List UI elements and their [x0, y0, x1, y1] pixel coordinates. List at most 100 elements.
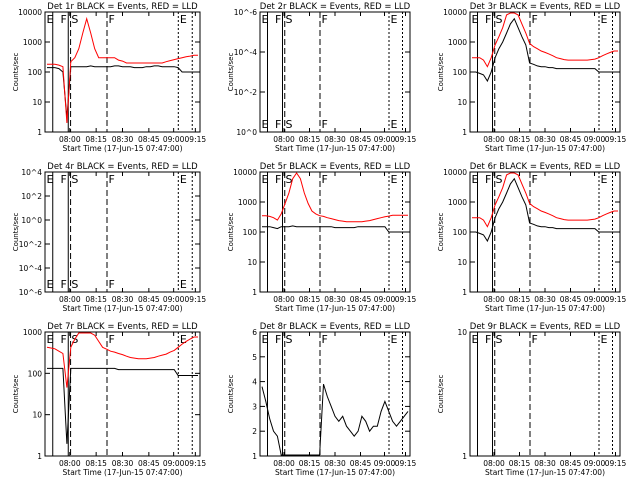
x-tick-label: 08:00: [273, 295, 295, 304]
x-tick-label: 08:15: [299, 459, 321, 468]
marker-label-top: E: [47, 173, 54, 186]
x-axis-label: Start Time (17-Jun-15 07:47:00): [63, 468, 183, 477]
y-tick-label: 10^0: [236, 128, 257, 137]
marker-label-bottom: F: [275, 118, 281, 131]
marker-label-top: E: [391, 173, 398, 186]
y-tick-label: 10^4: [21, 168, 42, 177]
panel-det-8: Det 8r BLACK = Events, RED = LLD 1 2 3 4 5 6 08…: [227, 322, 417, 477]
x-axis-label: Start Time (17-Jun-15 07:47:00): [275, 144, 395, 153]
series-events: [472, 177, 618, 243]
panel-title: Det 9r BLACK = Events, RED = LLD: [470, 322, 621, 332]
y-axis-label: Counts/sec: [12, 213, 20, 252]
y-axis-label: Counts/sec: [437, 375, 445, 414]
x-tick-label: 08:30: [112, 135, 134, 144]
marker-label-top: E: [601, 173, 608, 186]
x-tick-label: 09:15: [605, 459, 627, 468]
series-lld: [47, 16, 198, 124]
y-tick-label: 10^-4: [19, 264, 43, 273]
y-axis-label: Counts/sec: [12, 53, 20, 92]
x-tick-label: 09:15: [185, 459, 207, 468]
x-tick-label: 08:15: [509, 459, 531, 468]
panel-det-6: Det 6r BLACK = Events, RED = LLD 1 10 100 10…: [437, 162, 627, 313]
x-tick-label: 08:30: [112, 459, 134, 468]
x-tick-label: 09:00: [374, 135, 396, 144]
x-tick-label: 08:45: [138, 295, 160, 304]
series-events: [47, 65, 198, 118]
marker-label-top: F: [532, 333, 538, 346]
marker-label-top: F: [532, 173, 538, 186]
y-tick-label: 1: [462, 452, 467, 461]
marker-label-top: E: [262, 173, 269, 186]
marker-label-top: F: [485, 173, 491, 186]
panel-det-9: Det 9r BLACK = Events, RED = LLD 1 10 08:00…: [437, 322, 627, 477]
x-tick-label: 08:30: [112, 295, 134, 304]
x-tick-label: 08:00: [483, 295, 505, 304]
marker-label-bottom: F: [61, 278, 67, 291]
y-tick-label: 1000: [238, 198, 257, 207]
marker-label-top: E: [47, 333, 54, 346]
marker-label-top: E: [180, 333, 187, 346]
marker-label-top: F: [532, 13, 538, 26]
y-axis-label: Counts/sec: [437, 213, 445, 252]
y-tick-label: 10000: [18, 8, 42, 17]
x-axis-label: Start Time (17-Jun-15 07:47:00): [485, 144, 605, 153]
x-tick-label: 08:45: [560, 295, 582, 304]
x-tick-label: 08:45: [138, 459, 160, 468]
panel-det-7: Det 7r BLACK = Events, RED = LLD 1 10 100 10…: [12, 322, 206, 477]
marker-label-top: F: [485, 333, 491, 346]
series-lld: [262, 172, 408, 223]
x-tick-label: 08:15: [85, 459, 107, 468]
x-tick-label: 09:00: [163, 135, 185, 144]
marker-label-top: E: [472, 173, 479, 186]
x-tick-label: 08:15: [299, 295, 321, 304]
x-tick-label: 08:30: [324, 295, 346, 304]
panel-title: Det 2r BLACK = Events, RED = LLD: [260, 2, 411, 12]
x-axis-label: Start Time (17-Jun-15 07:47:00): [275, 304, 395, 313]
x-tick-label: 08:00: [59, 135, 81, 144]
x-tick-label: 08:15: [85, 135, 107, 144]
x-tick-label: 08:00: [483, 135, 505, 144]
marker-label-top: F: [275, 13, 281, 26]
y-tick-label: 1000: [23, 328, 42, 337]
marker-label-top: F: [61, 13, 67, 26]
y-tick-label: 10^0: [21, 216, 42, 225]
marker-label-top: F: [322, 13, 328, 26]
marker-label-top: E: [391, 13, 398, 26]
x-tick-label: 08:15: [509, 135, 531, 144]
x-axis-label: Start Time (17-Jun-15 07:47:00): [63, 304, 183, 313]
x-axis-label: Start Time (17-Jun-15 07:47:00): [485, 468, 605, 477]
y-tick-label: 100: [243, 228, 258, 237]
x-tick-label: 09:15: [395, 135, 417, 144]
marker-label-top: F: [109, 173, 115, 186]
marker-label-top: S: [496, 333, 503, 346]
marker-label-top: E: [472, 13, 479, 26]
x-tick-label: 08:00: [483, 459, 505, 468]
panel-det-2: Det 2r BLACK = Events, RED = LLD 10^0 10^-…: [227, 2, 417, 153]
x-tick-label: 09:15: [395, 459, 417, 468]
y-axis-label: Counts/sec: [437, 53, 445, 92]
x-tick-label: 08:45: [350, 135, 372, 144]
x-tick-label: 08:45: [560, 459, 582, 468]
x-tick-label: 08:45: [138, 135, 160, 144]
marker-label-top: E: [601, 13, 608, 26]
y-tick-label: 100: [453, 68, 468, 77]
y-tick-label: 10^-4: [234, 48, 258, 57]
marker-label-top: E: [262, 13, 269, 26]
marker-label-top: E: [47, 13, 54, 26]
panel-det-3: Det 3r BLACK = Events, RED = LLD 1 10 100 10…: [437, 2, 627, 153]
x-axis-label: Start Time (17-Jun-15 07:47:00): [275, 468, 395, 477]
x-tick-label: 08:30: [534, 135, 556, 144]
x-tick-label: 08:15: [85, 295, 107, 304]
x-axis-label: Start Time (17-Jun-15 07:47:00): [485, 304, 605, 313]
x-tick-label: 08:00: [59, 459, 81, 468]
marker-label-top: F: [61, 333, 67, 346]
x-tick-label: 08:45: [350, 295, 372, 304]
marker-label-top: E: [391, 333, 398, 346]
marker-label-top: F: [275, 333, 281, 346]
y-tick-label: 10^-2: [234, 88, 258, 97]
y-axis-label: Counts/sec: [227, 213, 235, 252]
marker-label-bottom: E: [180, 278, 187, 291]
x-tick-label: 08:45: [350, 459, 372, 468]
marker-label-top: F: [485, 13, 491, 26]
